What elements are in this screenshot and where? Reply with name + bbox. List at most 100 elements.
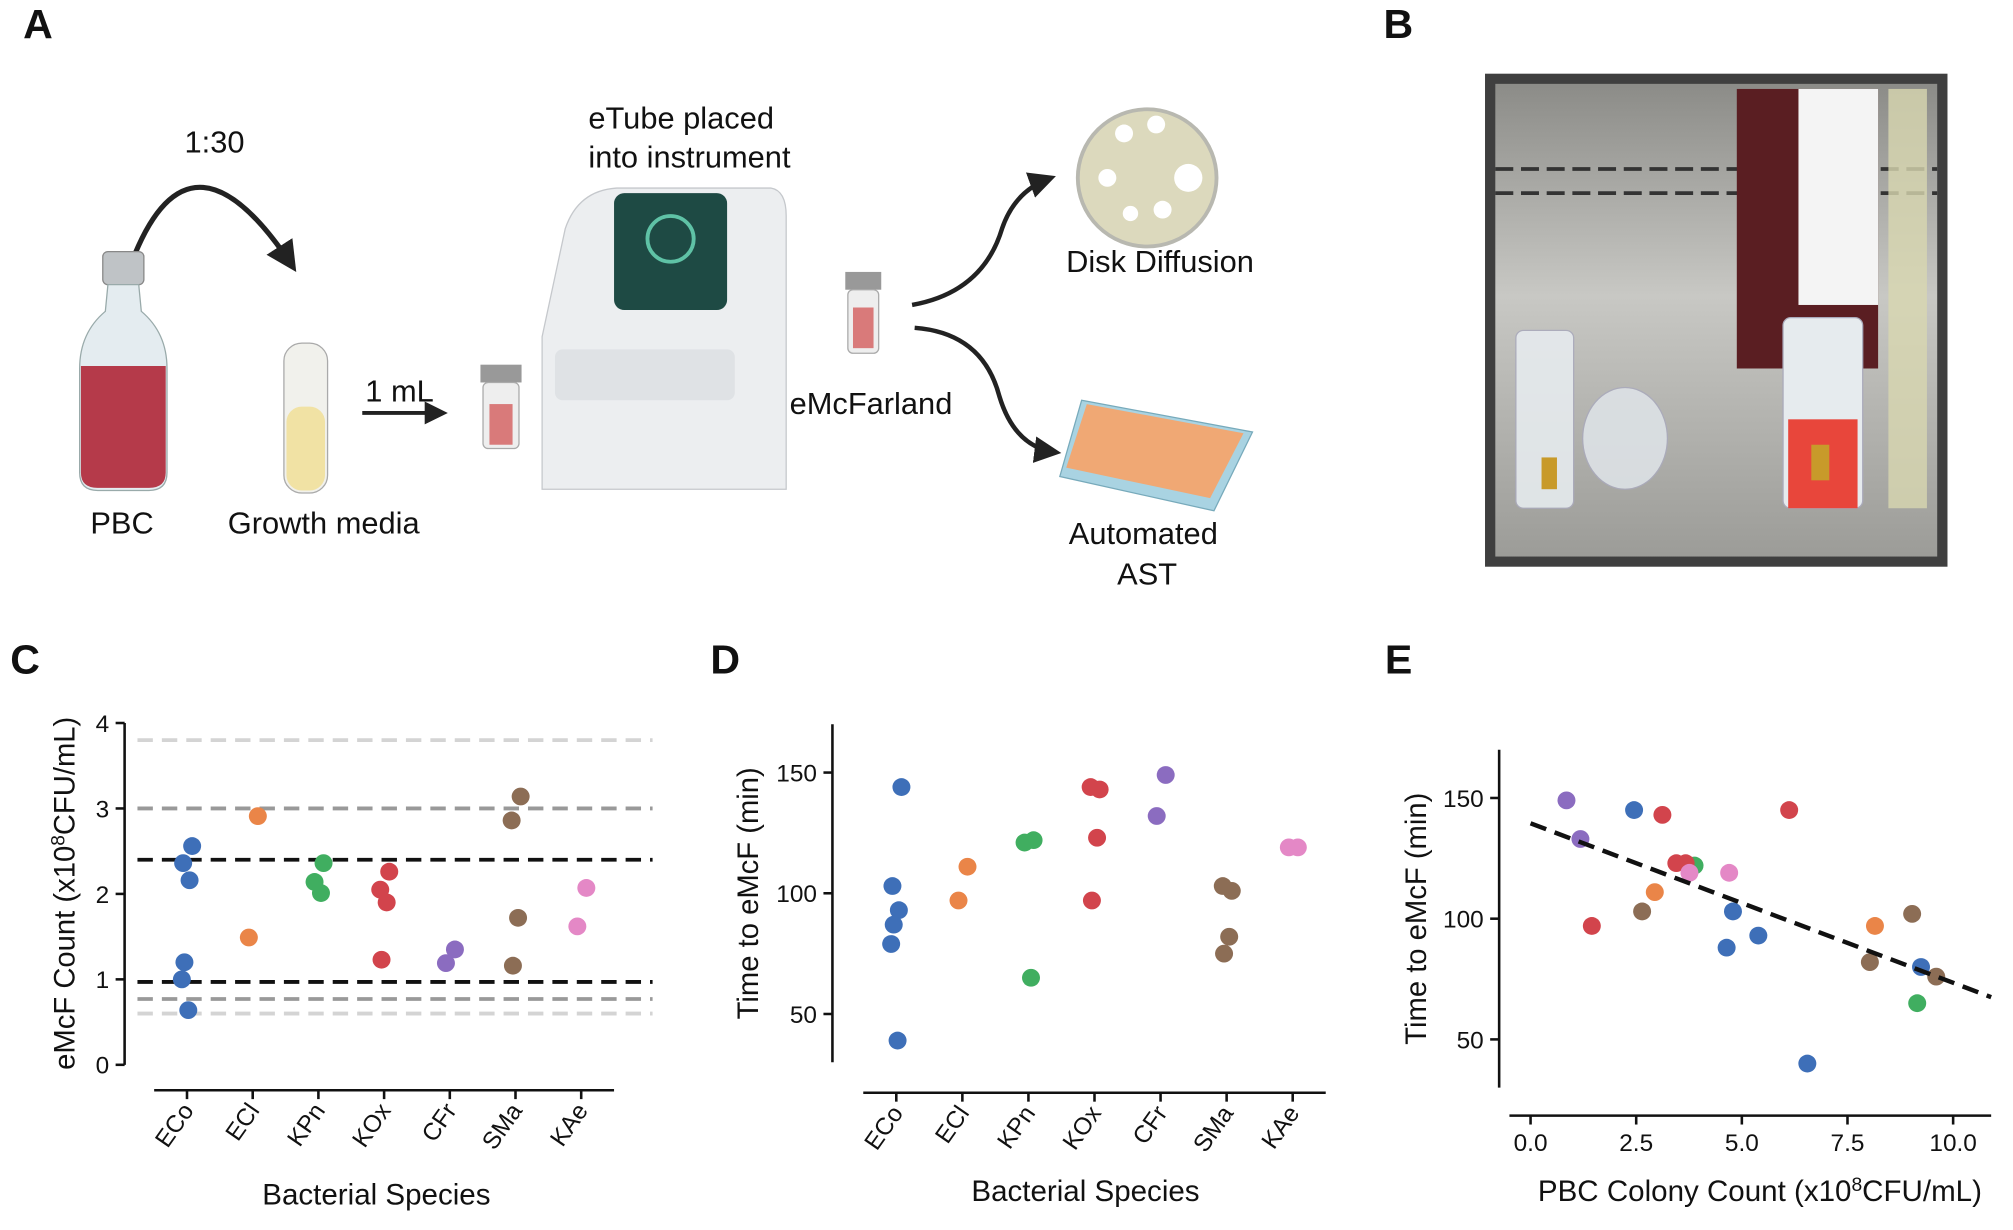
y-tick-label: 150 — [1443, 786, 1484, 813]
data-point — [174, 854, 193, 873]
data-point — [884, 915, 903, 934]
data-point — [1082, 891, 1101, 910]
data-point — [1625, 801, 1644, 819]
data-point — [377, 893, 396, 912]
y-tick-label: 50 — [790, 1002, 817, 1029]
x-axis-label-part: PBC Colony Count (x10 — [1538, 1175, 1852, 1208]
data-point — [889, 901, 908, 920]
x-tick-label: 5.0 — [1725, 1130, 1759, 1157]
data-point — [1720, 863, 1739, 882]
ast-label: AST — [1117, 558, 1177, 592]
data-point — [180, 871, 199, 890]
data-point — [1749, 926, 1768, 945]
x-tick-label: SMa — [477, 1098, 528, 1154]
y-tick-label: 50 — [1457, 1027, 1484, 1054]
volume-label: 1 mL — [365, 375, 434, 409]
ast-label: Automated — [1069, 517, 1218, 551]
data-point — [568, 917, 587, 936]
data-point — [311, 884, 330, 902]
data-point — [179, 1001, 198, 1020]
y-axis-label: Time to eMcF (min) — [1400, 793, 1433, 1045]
x-axis-label-part: CFU/mL) — [1862, 1175, 1982, 1208]
x-tick-label: SMa — [1188, 1101, 1239, 1157]
data-point — [882, 935, 901, 953]
x-axis-label-part: 8 — [1851, 1174, 1862, 1195]
y-tick-label: 0 — [96, 1053, 110, 1080]
data-point — [1798, 1054, 1817, 1073]
x-tick-label: 10.0 — [1929, 1130, 1976, 1157]
data-point — [248, 807, 267, 826]
x-axis-label: Bacterial Species — [971, 1175, 1199, 1208]
data-point — [1557, 791, 1576, 810]
x-tick-label: KOx — [347, 1099, 396, 1153]
data-point — [1927, 967, 1946, 986]
data-point — [949, 891, 968, 910]
etube-label: eMcFarland — [790, 387, 953, 421]
data-point — [1088, 828, 1107, 847]
data-point — [1279, 838, 1298, 857]
y-axis-label-part: CFU/mL) — [48, 717, 81, 835]
x-tick-label: ECo — [859, 1101, 908, 1155]
data-point — [445, 940, 464, 959]
x-tick-label: ECo — [150, 1099, 199, 1153]
panel-label: C — [10, 637, 40, 683]
data-point — [1717, 938, 1736, 957]
x-tick-label: 0.0 — [1514, 1130, 1548, 1157]
data-point — [183, 837, 202, 855]
data-point — [1220, 927, 1239, 946]
data-point — [1865, 917, 1884, 935]
panel-label: A — [23, 1, 53, 47]
data-point — [1015, 833, 1034, 852]
data-point — [1215, 944, 1234, 963]
data-point — [1653, 805, 1672, 824]
media-label: Growth media — [228, 507, 421, 541]
data-point — [175, 953, 194, 972]
data-point — [1903, 904, 1922, 923]
x-axis-label: Bacterial Species — [262, 1179, 490, 1212]
x-tick-label: KPn — [282, 1099, 331, 1152]
y-tick-label: 2 — [96, 882, 110, 909]
data-point — [1645, 883, 1664, 902]
data-point — [1680, 863, 1699, 882]
panel-label: B — [1384, 1, 1414, 47]
data-point — [1908, 994, 1927, 1013]
data-point — [509, 908, 528, 927]
x-tick-label: ECl — [930, 1101, 975, 1148]
data-point — [1147, 807, 1166, 825]
data-point — [1022, 968, 1040, 987]
data-point — [1156, 766, 1175, 784]
y-tick-label: 100 — [776, 881, 817, 908]
y-tick-label: 150 — [776, 761, 817, 788]
instrument-label: eTube placed — [588, 101, 774, 135]
y-axis-label-part: eMcF Count (x10 — [48, 846, 81, 1070]
data-point — [1081, 778, 1100, 796]
bottle-label: PBC — [90, 507, 153, 541]
data-point — [1582, 917, 1601, 935]
data-point — [511, 787, 530, 806]
y-axis-label: eMcF Count (x108CFU/mL) — [48, 717, 82, 1070]
x-tick-label: KAe — [1257, 1101, 1306, 1154]
photo — [1485, 73, 1948, 567]
data-point — [883, 877, 902, 895]
data-point — [892, 778, 911, 796]
disk-label: Disk Diffusion — [1066, 245, 1254, 279]
x-tick-label: KAe — [545, 1099, 594, 1152]
y-axis-label: Time to eMcF (min) — [732, 767, 765, 1019]
data-point — [958, 857, 977, 876]
data-point — [502, 811, 521, 830]
panel-label: E — [1385, 637, 1412, 683]
instrument-label: into instrument — [588, 141, 791, 175]
data-point — [1633, 902, 1652, 921]
x-tick-label: KOx — [1058, 1101, 1107, 1155]
x-tick-label: 7.5 — [1831, 1130, 1865, 1157]
y-axis-label-part: 8 — [48, 835, 69, 846]
x-axis-label: PBC Colony Count (x108CFU/mL) — [1538, 1174, 1982, 1207]
data-point — [888, 1031, 907, 1050]
x-tick-label: CFr — [1128, 1101, 1174, 1149]
data-point — [380, 862, 399, 881]
data-point — [372, 950, 391, 969]
data-point — [239, 928, 258, 947]
data-point — [1213, 877, 1232, 895]
